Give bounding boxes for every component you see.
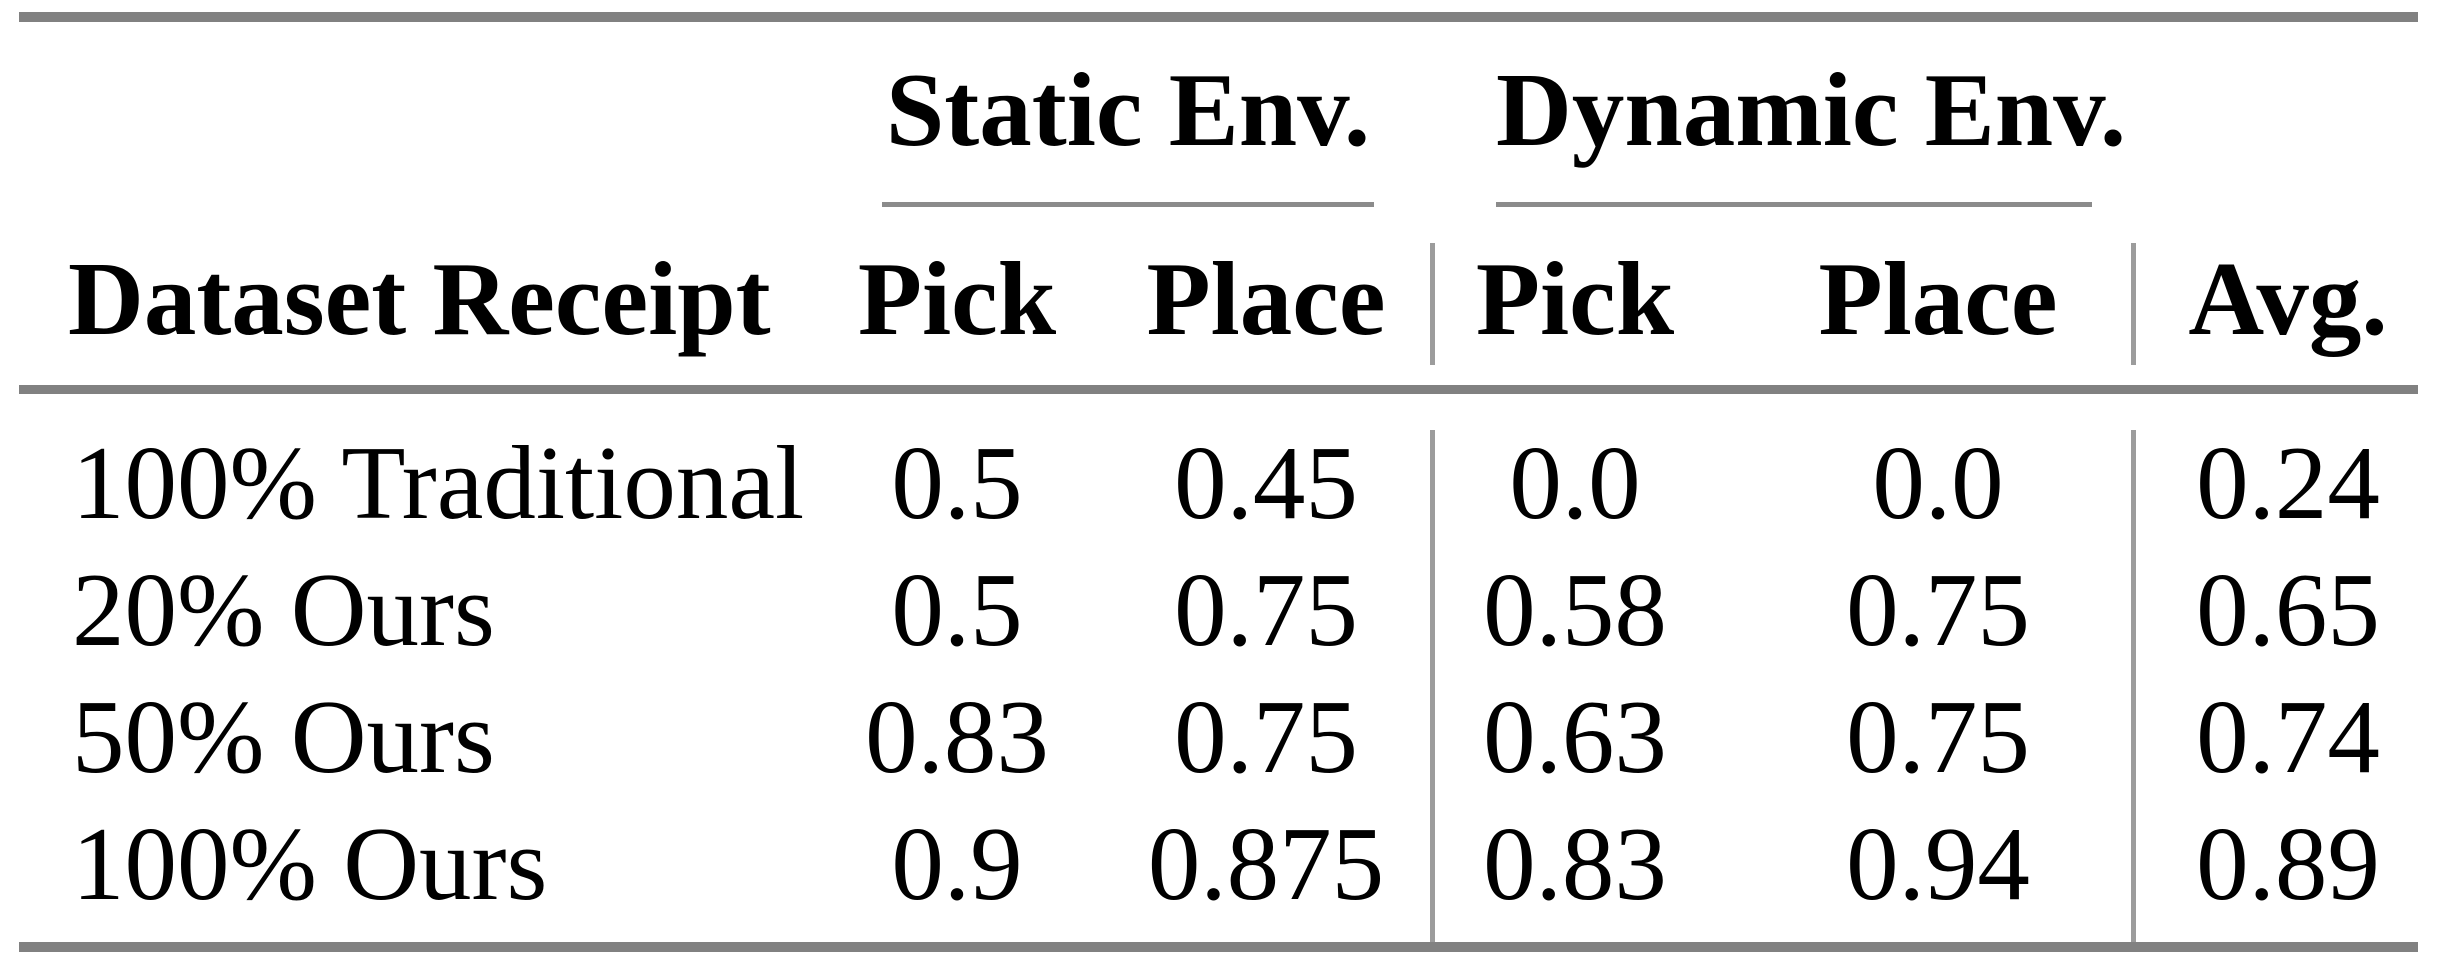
column-header-dynamic-place: Place [1818,240,2058,357]
cell-dynamic-pick: 0.63 [1483,678,1667,795]
row-label: 20% Ours [72,551,495,668]
cell-static-place: 0.75 [1174,551,1358,668]
cell-static-pick: 0.83 [865,678,1049,795]
cell-dynamic-pick: 0.0 [1509,424,1641,541]
cell-static-place: 0.75 [1174,678,1358,795]
column-header-static-pick: Pick [857,240,1057,357]
row-label: 50% Ours [72,678,495,795]
cell-avg: 0.24 [2196,424,2380,541]
table-bottom-rule [19,942,2418,952]
cell-avg: 0.65 [2196,551,2380,668]
cell-dynamic-pick: 0.58 [1483,551,1667,668]
cell-static-pick: 0.5 [891,551,1023,668]
vertical-rule-2-body [2131,430,2136,942]
vertical-rule-1-header [1430,243,1435,365]
row-label: 100% Ours [72,805,548,922]
cell-dynamic-place: 0.75 [1846,551,2030,668]
cell-static-pick: 0.5 [891,424,1023,541]
cell-static-pick: 0.9 [891,805,1023,922]
column-header-static-place: Place [1146,240,1386,357]
column-header-dataset-receipt: Dataset Receipt [68,240,771,357]
vertical-rule-1-body [1430,430,1435,942]
cell-dynamic-place: 0.94 [1846,805,2030,922]
cell-dynamic-place: 0.0 [1872,424,2004,541]
cell-dynamic-place: 0.75 [1846,678,2030,795]
group-header-dynamic-env: Dynamic Env. [1496,51,2127,168]
table-mid-rule [19,385,2418,394]
vertical-rule-2-header [2131,243,2136,365]
cell-dynamic-pick: 0.83 [1483,805,1667,922]
cell-static-place: 0.875 [1147,805,1385,922]
column-header-dynamic-pick: Pick [1475,240,1675,357]
dynamic-env-span-rule [1496,202,2092,207]
row-label: 100% Traditional [72,424,805,541]
column-header-avg: Avg. [2188,240,2388,357]
cell-avg: 0.74 [2196,678,2380,795]
table-top-rule [19,12,2418,22]
group-header-static-env: Static Env. [885,51,1371,168]
cell-avg: 0.89 [2196,805,2380,922]
cell-static-place: 0.45 [1174,424,1358,541]
static-env-span-rule [882,202,1374,207]
